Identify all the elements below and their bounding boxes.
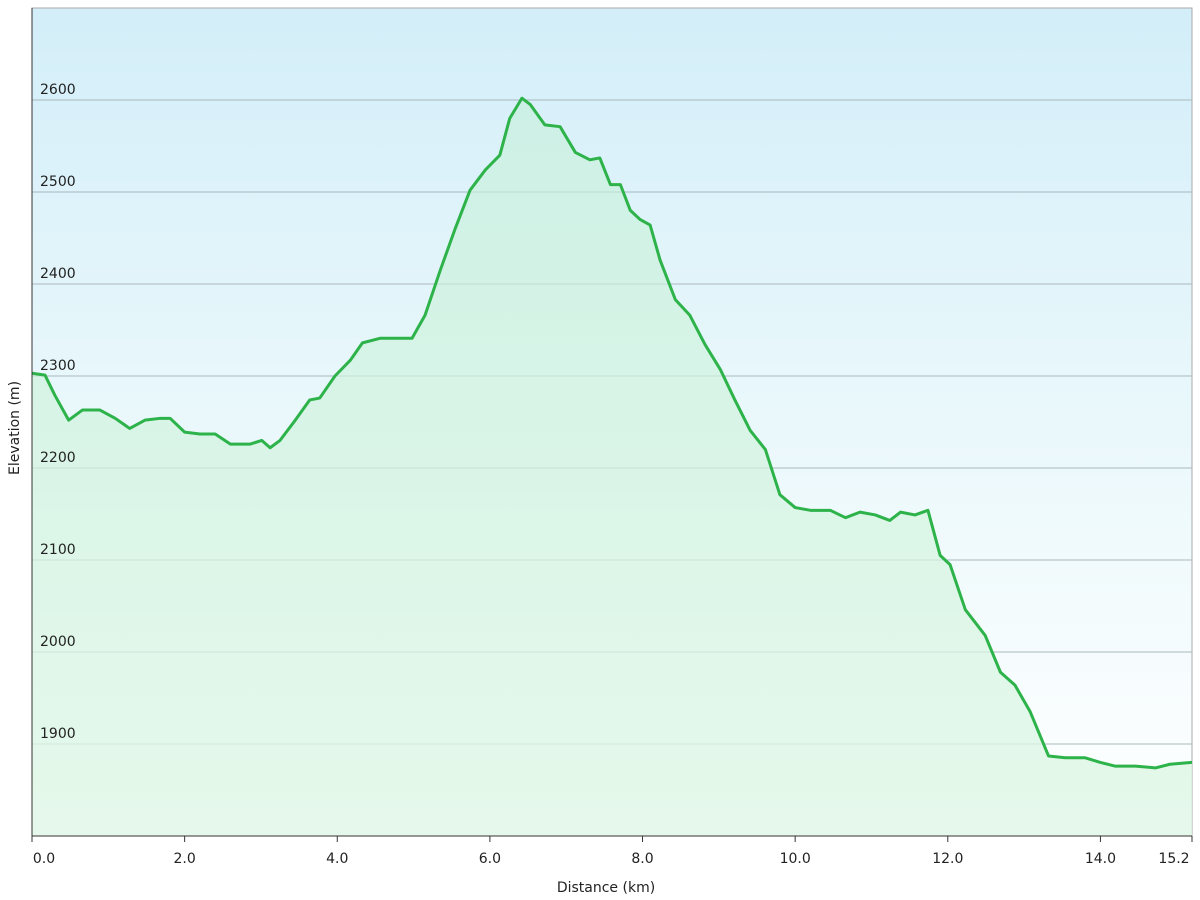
marks [31,96,1193,836]
y-tick-label: 2400 [40,266,76,282]
labels: 1900 2000 2100 2200 2300 2400 2500 2600 0.0 2.0 4.… [31,82,1193,867]
x-tick-label: 12.0 [932,851,963,867]
y-tick-label: 2100 [40,542,76,558]
y-axis-label: Elevation (m) [7,381,23,475]
y-tick-label: 1900 [40,726,76,742]
x-tick-label: 14.0 [1085,851,1116,867]
x-tick-label: 4.0 [326,851,348,867]
x-tick-label: 10.0 [780,851,811,867]
x-tick-label: 6.0 [479,851,501,867]
x-axis-label: Distance (km) [557,880,655,896]
y-tick-label: 2500 [40,174,76,190]
x-tick-label: 0.0 [33,851,55,867]
x-tick-label: 15.2 [1158,851,1189,867]
x-tick-label: 8.0 [631,851,653,867]
y-tick-label: 2200 [40,450,76,466]
area-fill [32,98,1192,836]
y-tick-label: 2600 [40,82,76,98]
elevation-line [31,96,1193,770]
y-tick-label: 2000 [40,634,76,650]
y-tick-label: 2300 [40,358,76,374]
x-tick-label: 2.0 [173,851,195,867]
